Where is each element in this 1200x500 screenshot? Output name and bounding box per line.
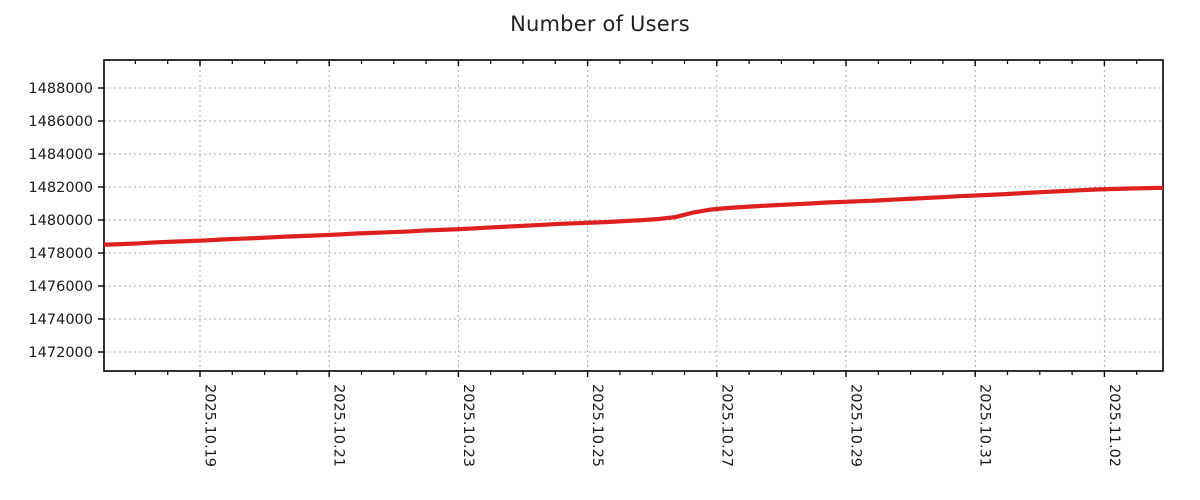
y-axis-tick-label: 1474000 (28, 312, 93, 328)
x-axis-labels: 2025.10.19 2025.10.21 2025.10.23 2025.10.25… (202, 384, 1122, 467)
x-axis-tick-label: 2025.10.31 (977, 384, 993, 467)
x-axis-tick-label: 2025.10.19 (202, 384, 218, 467)
x-axis-tick-label: 2025.10.25 (589, 384, 605, 467)
axis-ticks (98, 60, 1138, 377)
y-axis-tick-label: 1484000 (28, 147, 93, 163)
x-axis-tick-label: 2025.10.23 (460, 384, 476, 467)
y-axis-tick-label: 1478000 (28, 246, 93, 262)
x-axis-tick-label: 2025.11.02 (1106, 384, 1122, 467)
data-series-layer (103, 185, 1164, 247)
series-line-number-of-users (103, 185, 1164, 247)
grid-lines (104, 60, 1163, 371)
y-axis-tick-label: 1488000 (28, 81, 93, 97)
x-axis-tick-label: 2025.10.27 (718, 384, 734, 467)
chart-title: Number of Users (510, 12, 690, 36)
y-axis-tick-label: 1482000 (28, 180, 93, 196)
y-axis-tick-label: 1472000 (28, 345, 93, 361)
y-axis-tick-label: 1476000 (28, 279, 93, 295)
y-axis-tick-label: 1486000 (28, 114, 93, 130)
x-axis-tick-label: 2025.10.29 (848, 384, 864, 467)
plot-frame (103, 59, 1164, 372)
y-axis-labels: 1488000 1486000 1484000 1482000 1480000 14780… (28, 81, 93, 361)
y-axis-tick-label: 1480000 (28, 213, 93, 229)
x-axis-tick-label: 2025.10.21 (331, 384, 347, 467)
